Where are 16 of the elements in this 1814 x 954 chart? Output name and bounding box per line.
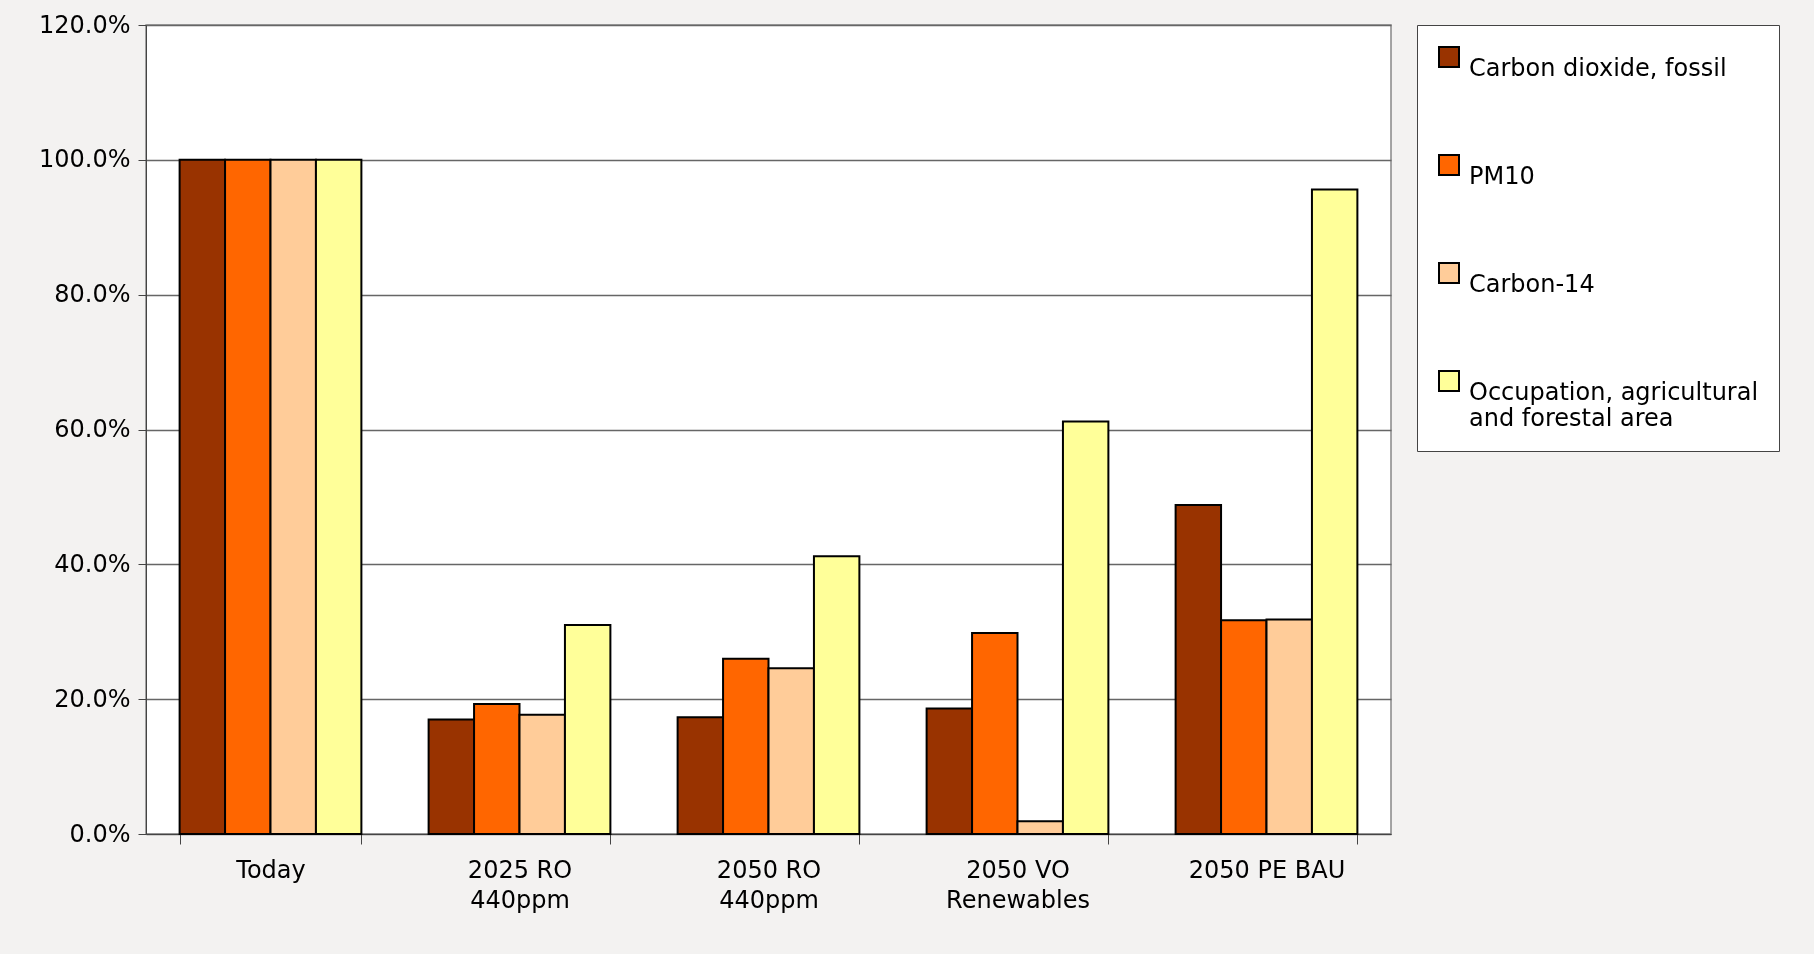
x-tick-label: 2050 VO Renewables <box>946 855 1090 914</box>
y-tick-label: 20.0% <box>54 684 131 713</box>
x-tick-label: 2050 PE BAU <box>1188 855 1346 884</box>
legend-label: Carbon dioxide, fossil <box>1469 54 1727 82</box>
x-tick-label: Today <box>235 855 306 884</box>
y-tick-label: 100.0% <box>38 145 131 174</box>
y-tick-label: 80.0% <box>54 280 131 309</box>
y-tick-label: 60.0% <box>54 415 131 443</box>
y-tick-label: 40.0% <box>54 549 131 578</box>
x-tick-label: 2025 RO 440ppm <box>467 855 573 914</box>
x-tick-label: 2050 RO 440ppm <box>716 855 822 914</box>
y-tick-label: 0.0% <box>69 819 131 848</box>
legend-label: Carbon-14 <box>1469 270 1595 298</box>
legend-label: PM10 <box>1469 162 1535 190</box>
y-tick-label: 120.0% <box>38 10 131 39</box>
legend-label: Occupation, agricultural and forestal area <box>1469 378 1759 432</box>
